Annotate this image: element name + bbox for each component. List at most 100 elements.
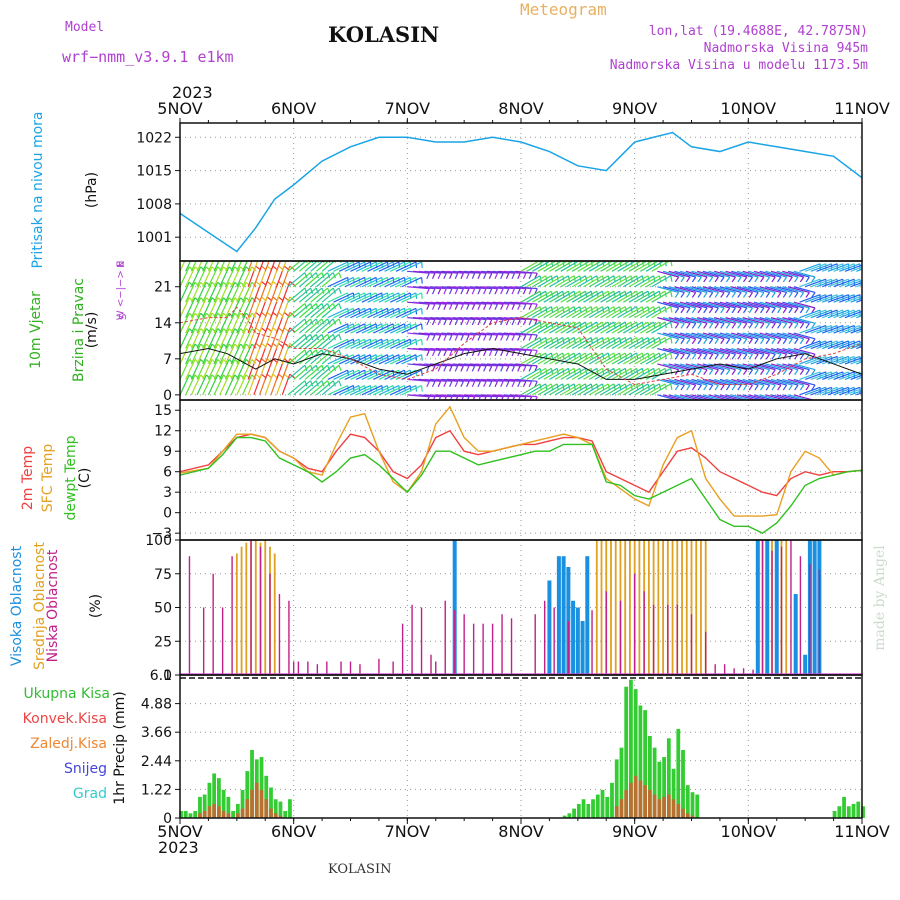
y-tick-label: 2.44 (141, 754, 172, 770)
pressure-line (179, 131, 863, 253)
wind-barb (839, 263, 861, 272)
cloud-low-bar (543, 600, 546, 675)
wind-barb (810, 263, 832, 272)
wind-barb (355, 261, 377, 272)
precip-total-bar (666, 738, 671, 818)
wind-barb-flag (426, 319, 430, 326)
wind-barb (611, 306, 632, 319)
wind-barb (224, 312, 236, 334)
wind-barb-flag (670, 275, 673, 282)
wind-barb-flag (777, 322, 782, 329)
wind-barb (662, 317, 685, 324)
wind-barb-flag (777, 292, 782, 298)
wind-barb (651, 367, 672, 380)
wind-barb-flag (431, 288, 436, 295)
cloud-low-bar (482, 623, 484, 675)
wind-barb (657, 317, 679, 324)
wind-barb (515, 270, 538, 274)
wind-barb (600, 261, 620, 272)
wind-barb-flag (703, 338, 708, 345)
wind-barb-flag (805, 369, 810, 375)
wind-barb-flag (266, 342, 273, 348)
wind-barb (566, 383, 586, 396)
wind-barb (190, 297, 202, 318)
wind-barb-flag (431, 319, 436, 326)
wind-barb-flag (805, 322, 810, 329)
wind-barb (566, 290, 586, 303)
wind-barb-flag (284, 251, 289, 255)
wind-barb (344, 338, 366, 350)
wind-barb (583, 306, 603, 319)
wind-barb (281, 343, 291, 365)
wind-barb (600, 306, 620, 319)
wind-barb-flag (500, 365, 504, 372)
wind-barb (697, 301, 719, 309)
wind-barb-flag (511, 272, 516, 279)
precip-konv-bar (221, 810, 226, 818)
wind-barb (816, 371, 838, 380)
wind-barb (850, 297, 862, 303)
wind-barb (782, 270, 804, 278)
wind-barb-flag (522, 334, 527, 341)
wind-barb-flag (460, 288, 464, 295)
wind-barb (810, 386, 832, 396)
wind-barb (190, 359, 202, 380)
wind-barb-flag (272, 311, 278, 317)
wind-barb (372, 292, 394, 303)
wind-barb-flag (670, 321, 673, 329)
wind-barb (560, 275, 581, 288)
wind-barb-flag (471, 288, 476, 295)
wind-barb-flag (811, 338, 816, 345)
wind-barb (714, 301, 736, 309)
wind-barb-flag (505, 303, 510, 310)
wind-barb (753, 363, 776, 371)
wind-barb (185, 266, 196, 287)
wind-barb-flag (278, 281, 284, 286)
wind-barb (241, 374, 253, 396)
wind-barb (748, 347, 770, 355)
wind-barb (350, 261, 371, 272)
wind-barb (691, 270, 713, 278)
wind-barb-flag (255, 281, 261, 286)
wind-barb (736, 317, 759, 324)
y-tick-label: 21 (154, 280, 172, 296)
wind-barb-flag (782, 307, 788, 314)
wind-barb (617, 275, 637, 288)
wind-barb-flag (680, 307, 685, 314)
wind-barb-flag (725, 307, 731, 314)
wind-barb (594, 306, 615, 319)
wind-barb (714, 270, 736, 278)
year-bottom: 2023 (158, 838, 199, 857)
precip-total-bar (595, 794, 600, 818)
wind-barb-flag (708, 307, 714, 314)
wind-barb (782, 301, 804, 309)
wind-barb-flag (321, 272, 325, 279)
wind-barb-flag (782, 338, 788, 345)
wind-barb (515, 332, 538, 336)
wind-barb-flag (315, 349, 319, 356)
wind-barb (180, 266, 190, 287)
wind-barb-flag (454, 288, 459, 295)
wind-barb (588, 290, 609, 303)
cloud-high-bar (571, 600, 576, 675)
wind-barb (560, 383, 581, 396)
precip-total-bar (207, 782, 212, 818)
wind-barb (856, 299, 862, 303)
wind-barb-flag (765, 292, 771, 298)
wind-barb-flag (805, 307, 810, 314)
wind-barb-flag (754, 384, 759, 391)
wind-barb (844, 388, 862, 396)
wind-barb (298, 287, 317, 303)
wind-barb-flag (731, 353, 736, 360)
wind-barb (662, 286, 685, 294)
wind-barb (719, 347, 742, 355)
wind-barb-flag (304, 287, 308, 294)
wind-barb (401, 292, 422, 303)
wind-barb-flag (477, 303, 481, 310)
wind-barb-flag (782, 384, 788, 391)
wind-barb-flag (272, 342, 278, 348)
wind-barb (543, 275, 564, 288)
wind-barb (588, 275, 609, 288)
wind-barb (549, 306, 569, 319)
wind-barb (515, 286, 538, 290)
